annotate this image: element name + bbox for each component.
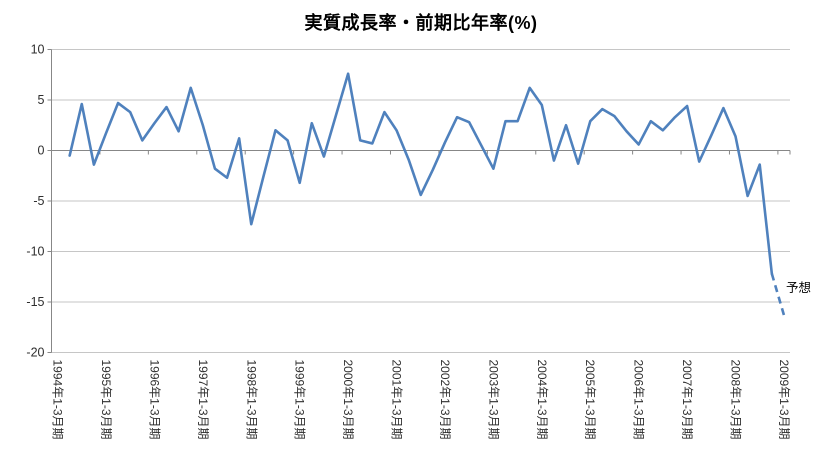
x-axis-label: 2006年1-3月期 [632, 360, 646, 440]
x-axis-label: 2000年1-3月期 [341, 360, 355, 440]
series-line [68, 72, 774, 276]
x-axis-label: 2002年1-3月期 [438, 360, 452, 440]
forecast-dashed-line [770, 273, 786, 316]
y-axis-label: -10 [26, 245, 44, 259]
x-axis-label: 2001年1-3月期 [390, 360, 404, 440]
x-axis-label: 1997年1-3月期 [196, 360, 210, 440]
x-axis-label: 2005年1-3月期 [583, 360, 597, 440]
y-axis-label: -5 [33, 194, 44, 208]
forecast-label: 予想 [786, 280, 811, 295]
x-axis-label: 2003年1-3月期 [486, 360, 500, 440]
y-axis-label: -15 [26, 295, 44, 309]
y-axis-label: -20 [26, 346, 44, 360]
x-axis-label: 2007年1-3月期 [680, 360, 694, 440]
x-axis-label: 2004年1-3月期 [535, 360, 549, 440]
x-axis-label: 1994年1-3月期 [51, 360, 65, 440]
y-axis-label: 10 [31, 43, 45, 57]
x-axis-label: 2008年1-3月期 [729, 360, 743, 440]
x-axis-label: 1996年1-3月期 [147, 360, 161, 440]
y-axis-label: 5 [38, 93, 45, 107]
x-axis-label: 1995年1-3月期 [99, 360, 113, 440]
chart-title: 実質成長率・前期比年率(%) [304, 13, 538, 33]
y-axis-label: 0 [38, 144, 45, 158]
x-axis-label: 1998年1-3月期 [244, 360, 258, 440]
x-axis-label: 1999年1-3月期 [293, 360, 307, 440]
x-axis-label: 2009年1-3月期 [777, 360, 791, 440]
